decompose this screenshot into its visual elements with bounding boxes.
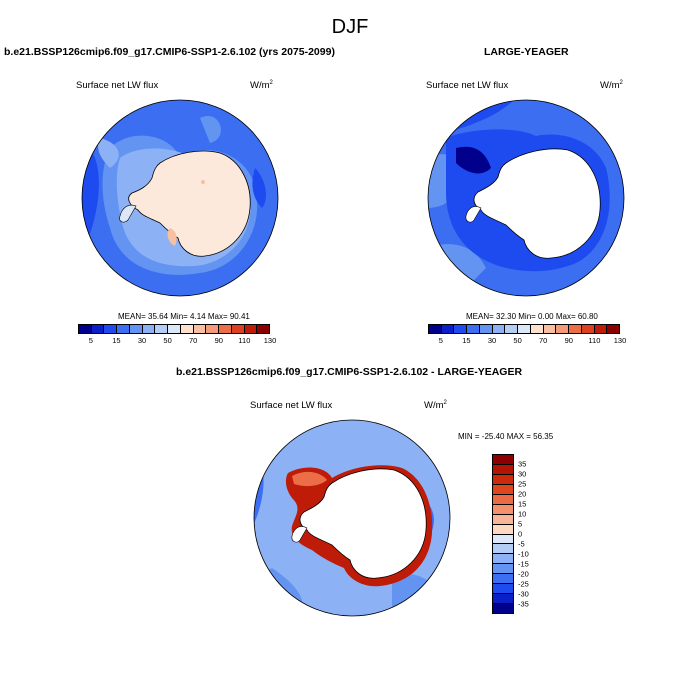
colorbar-abs-left-swatch [129,325,143,333]
panel3-stats: MIN = -25.40 MAX = 56.35 [458,432,554,441]
colorbar-abs-right-tick-label: 5 [438,336,443,345]
colorbar-diff-swatch [493,584,513,595]
colorbar-abs-right-tick-label: 130 [613,336,627,345]
colorbar-abs-right-swatch [518,325,531,333]
colorbar-abs-left-swatch [142,325,156,333]
colorbar-abs-left-tick-label: 50 [163,336,172,345]
colorbar-abs-right-swatch [530,325,544,333]
colorbar-diff-tick-label: 0 [518,529,523,539]
colorbar-abs-left-tick-label: 90 [214,336,223,345]
colorbar-diff-tick-label: 20 [518,489,527,499]
colorbar-diff-swatch [493,534,513,545]
colorbar-abs-right-swatch [505,325,519,333]
colorbar-abs-right-tick-label: 70 [539,336,548,345]
colorbar-abs-left-swatch [180,325,194,333]
panel2-polar-map [427,99,625,297]
colorbar-abs-right-swatch [569,325,582,333]
colorbar-diff-swatch [493,604,513,613]
colorbar-diff-tick-label: 10 [518,509,527,519]
colorbar-abs-right-swatch [467,325,480,333]
colorbar-diff-tick-label: 5 [518,519,523,529]
colorbar-diff-swatch [493,484,513,495]
colorbar-abs-left-tick-label: 130 [263,336,277,345]
colorbar-abs-left-swatch [219,325,232,333]
colorbar-abs-left-tick-label: 15 [112,336,121,345]
panel3-polar-map [253,419,451,617]
panel1-polar-map [81,99,279,297]
colorbar-diff-swatch [493,455,513,465]
panel3-variable-label: Surface net LW flux [250,400,333,411]
colorbar-diff-swatch [493,514,513,525]
colorbar-diff-tick-label: 35 [518,459,527,469]
colorbar-diff-swatch [493,594,513,605]
colorbar-abs-left-swatch [206,325,220,333]
colorbar-abs-right-tick-label: 15 [462,336,471,345]
colorbar-abs-right-tick-label: 110 [588,336,601,345]
colorbar-abs-right: 5 15 30 50 70 90 110 130 [428,324,626,346]
colorbar-abs-left-swatch [244,325,258,333]
colorbar-abs-right-swatch [556,325,570,333]
colorbar-abs-right-swatch [581,325,595,333]
colorbar-diff-tick-label: -15 [518,559,529,569]
colorbar-abs-left-tick-label: 110 [238,336,251,345]
panel1-variable-label: Surface net LW flux [76,80,159,91]
colorbar-diff-swatch [493,504,513,515]
colorbar-diff-tick-label: 15 [518,499,527,509]
colorbar-diff-swatch [493,464,513,475]
colorbar-diff-swatch [493,494,513,505]
colorbar-abs-left-swatch [168,325,181,333]
panel1-title: b.e21.BSSP126cmip6.f09_g17.CMIP6-SSP1-2.… [4,46,335,58]
panel2-units-label: W/m2 [600,80,623,92]
colorbar-abs-left-swatch [193,325,207,333]
colorbar-abs-right-swatch [479,325,493,333]
colorbar-diff-tick-label: -20 [518,569,529,579]
panel3-title: b.e21.BSSP126cmip6.f09_g17.CMIP6-SSP1-2.… [176,366,523,378]
panel2-title: LARGE-YEAGER [484,46,569,58]
colorbar-abs-left-swatch [155,325,169,333]
panel1-stats: MEAN= 35.64 Min= 4.14 Max= 90.41 [118,312,250,321]
colorbar-abs-right-tick-label: 50 [513,336,522,345]
panel1-units-label: W/m2 [250,80,273,92]
colorbar-abs-left-swatch [257,325,270,333]
colorbar-abs-right-swatch [454,325,468,333]
colorbar-abs-right-swatch [543,325,557,333]
colorbar-abs-right-swatch [492,325,506,333]
colorbar-abs-left-tick-label: 70 [189,336,198,345]
colorbar-abs-left-swatch [104,325,118,333]
colorbar-diff-ticks: 35 30 25 20 15 10 5 0 -5 -10 -15 -20 -25 -30 -35 [518,454,548,614]
colorbar-diff-swatch [493,544,513,555]
colorbar-diff-tick-label: -30 [518,589,529,599]
colorbar-abs-right-swatch [607,325,620,333]
panel2-stats: MEAN= 32.30 Min= 0.00 Max= 60.80 [466,312,598,321]
colorbar-abs-left-swatch [79,325,92,333]
colorbar-abs-left: 5 15 30 50 70 90 110 130 [78,324,276,346]
colorbar-diff [492,454,514,614]
colorbar-diff-swatch [493,524,513,535]
colorbar-abs-left-tick-label: 30 [137,336,147,345]
colorbar-abs-right-tick-label: 90 [564,336,573,345]
panel2-variable-label: Surface net LW flux [426,80,509,91]
colorbar-diff-tick-label: -10 [518,549,529,559]
figure-season-title: DJF [331,16,369,38]
colorbar-abs-right-swatch [429,325,442,333]
colorbar-diff-tick-label: 30 [518,469,527,479]
colorbar-diff-tick-label: 25 [518,479,527,489]
colorbar-diff-tick-label: -25 [518,579,529,589]
colorbar-diff-swatch [493,564,513,575]
colorbar-abs-right-tick-label: 30 [487,336,497,345]
colorbar-abs-right-swatch [441,325,455,333]
colorbar-abs-right-swatch [594,325,608,333]
colorbar-diff-tick-label: -5 [518,539,525,549]
colorbar-diff-swatch [493,574,513,585]
colorbar-abs-left-swatch [91,325,105,333]
colorbar-abs-left-swatch [231,325,245,333]
colorbar-diff-swatch [493,474,513,485]
panel3-units-label: W/m2 [424,400,447,412]
colorbar-abs-left-swatch [117,325,130,333]
colorbar-diff-swatch [493,554,513,565]
colorbar-abs-left-tick-label: 5 [88,336,93,345]
colorbar-diff-tick-label: -35 [518,599,529,609]
